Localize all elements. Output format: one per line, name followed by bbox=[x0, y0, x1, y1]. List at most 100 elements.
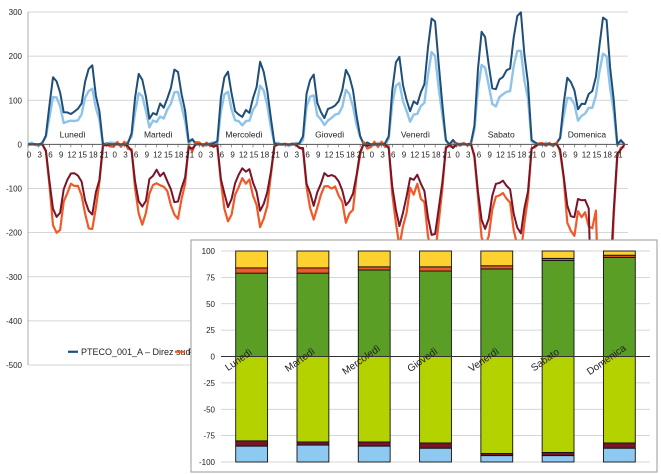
line-y-tick-label: 200 bbox=[9, 52, 23, 61]
line-x-tick-label: 15 bbox=[78, 150, 87, 159]
line-day-label: Giovedì bbox=[315, 129, 344, 139]
bar-y-tick-label: 0 bbox=[211, 353, 216, 362]
bar-segment bbox=[419, 447, 452, 463]
series-north-heavy bbox=[28, 11, 626, 146]
line-x-tick-label: 18 bbox=[517, 150, 526, 159]
bar-segment bbox=[296, 267, 330, 274]
line-x-tick-label: 21 bbox=[271, 150, 280, 159]
line-x-tick-label: 0 bbox=[27, 150, 32, 159]
line-y-tick-label: -300 bbox=[6, 273, 23, 282]
bar-segment bbox=[419, 356, 452, 444]
line-y-tick-label: -100 bbox=[6, 185, 23, 194]
line-x-tick-label: 9 bbox=[573, 150, 578, 159]
bar-y-tick-label: -75 bbox=[203, 432, 215, 441]
bar-segment bbox=[235, 356, 269, 442]
line-x-tick-label: 0 bbox=[541, 150, 546, 159]
line-x-tick-label: 0 bbox=[112, 150, 117, 159]
line-x-tick-label: 9 bbox=[230, 150, 235, 159]
line-x-tick-label: 21 bbox=[614, 150, 623, 159]
bar-segment bbox=[235, 272, 269, 357]
bar-segment bbox=[541, 452, 575, 457]
bar-segment bbox=[419, 250, 452, 268]
line-day-label: Lunedì bbox=[60, 129, 86, 139]
line-x-tick-label: 6 bbox=[391, 150, 396, 159]
bar-segment bbox=[541, 250, 575, 259]
legend-label: PTECO_001_A – Direz sud bbox=[81, 347, 191, 357]
line-x-tick-label: 21 bbox=[442, 150, 451, 159]
line-x-tick-label: 3 bbox=[123, 150, 128, 159]
bar-segment bbox=[357, 356, 391, 443]
line-y-tick-label: 100 bbox=[9, 96, 23, 105]
bar-segment bbox=[541, 356, 575, 453]
bar-segment bbox=[541, 260, 575, 357]
bar-segment bbox=[357, 269, 391, 357]
bar-segment bbox=[296, 441, 330, 446]
line-x-tick-label: 0 bbox=[370, 150, 375, 159]
bar-segment bbox=[480, 455, 514, 463]
bar-y-tick-label: 25 bbox=[206, 326, 215, 335]
line-x-tick-label: 6 bbox=[48, 150, 53, 159]
bar-segment bbox=[480, 250, 514, 267]
line-x-tick-label: 21 bbox=[357, 150, 366, 159]
series-south-orange bbox=[27, 140, 625, 367]
bar-segment bbox=[357, 441, 391, 447]
bar-segment bbox=[602, 447, 636, 463]
line-day-label: Mercoledì bbox=[225, 129, 262, 139]
line-x-tick-label: 15 bbox=[250, 150, 259, 159]
line-y-tick-label: 300 bbox=[9, 8, 23, 17]
bar-segment bbox=[235, 445, 269, 463]
bar-segment bbox=[602, 256, 636, 357]
bar-y-tick-label: 75 bbox=[206, 273, 215, 282]
line-x-tick-label: 3 bbox=[466, 150, 471, 159]
bar-segment bbox=[419, 442, 452, 449]
line-x-tick-label: 12 bbox=[582, 150, 591, 159]
line-x-tick-label: 12 bbox=[67, 150, 76, 159]
line-x-tick-label: 12 bbox=[496, 150, 505, 159]
line-x-tick-label: 9 bbox=[145, 150, 150, 159]
line-y-tick-label: -400 bbox=[6, 317, 23, 326]
bar-y-tick-label: 50 bbox=[206, 300, 215, 309]
line-x-tick-label: 0 bbox=[198, 150, 203, 159]
bar-segment bbox=[357, 445, 391, 463]
line-day-label: Domenica bbox=[568, 129, 607, 139]
line-x-tick-label: 9 bbox=[487, 150, 492, 159]
line-x-tick-label: 21 bbox=[185, 150, 194, 159]
line-day-label: Martedì bbox=[144, 129, 173, 139]
line-x-tick-label: 9 bbox=[59, 150, 64, 159]
bar-segment bbox=[602, 356, 636, 444]
line-x-tick-label: 18 bbox=[603, 150, 612, 159]
line-day-label: Sabato bbox=[488, 129, 515, 139]
line-x-tick-label: 18 bbox=[346, 150, 355, 159]
bar-segment bbox=[296, 272, 330, 357]
bar-segment bbox=[480, 356, 514, 455]
line-x-tick-label: 12 bbox=[325, 150, 334, 159]
bar-segment bbox=[419, 266, 452, 272]
bar-segment bbox=[235, 440, 269, 447]
bar-y-tick-label: -50 bbox=[203, 405, 215, 414]
line-day-label: Venerdì bbox=[401, 129, 430, 139]
bar-segment bbox=[541, 455, 575, 463]
line-x-tick-label: 6 bbox=[562, 150, 567, 159]
line-x-tick-label: 0 bbox=[455, 150, 460, 159]
line-y-tick-label: 0 bbox=[18, 140, 23, 149]
line-x-tick-label: 9 bbox=[316, 150, 321, 159]
line-x-tick-label: 15 bbox=[335, 150, 344, 159]
line-x-tick-label: 6 bbox=[220, 150, 225, 159]
line-x-tick-label: 12 bbox=[239, 150, 248, 159]
bar-segment bbox=[602, 442, 636, 449]
bar-segment bbox=[602, 250, 636, 256]
line-x-tick-label: 15 bbox=[164, 150, 173, 159]
bar-y-tick-label: 100 bbox=[202, 247, 216, 256]
line-x-tick-label: 3 bbox=[380, 150, 385, 159]
bar-segment bbox=[296, 444, 330, 463]
line-x-tick-label: 3 bbox=[552, 150, 557, 159]
line-x-tick-label: 18 bbox=[432, 150, 441, 159]
line-x-tick-label: 18 bbox=[89, 150, 98, 159]
bar-segment bbox=[235, 250, 269, 269]
bar-y-tick-label: -100 bbox=[199, 458, 216, 467]
bar-segment bbox=[419, 270, 452, 357]
